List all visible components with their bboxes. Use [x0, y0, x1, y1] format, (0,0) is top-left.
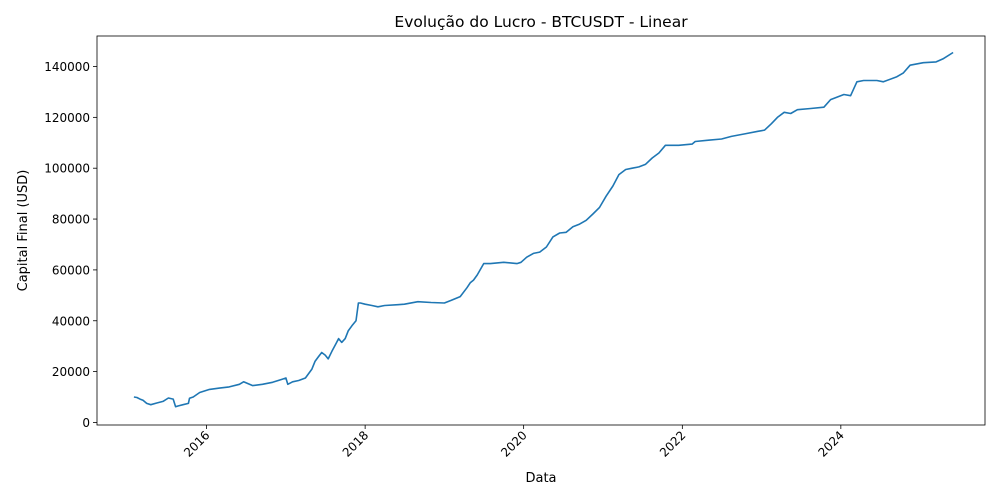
x-tick-label: 2018 [340, 428, 371, 459]
x-axis-label: Data [525, 471, 556, 486]
y-axis-label: Capital Final (USD) [16, 170, 31, 292]
x-tick-label: 2016 [181, 428, 212, 459]
series-layer [133, 51, 954, 408]
y-tick-label: 60000 [52, 263, 90, 277]
x-axis-ticks: 2016 2018 2020 2022 2024 [181, 425, 847, 460]
y-tick-label: 100000 [44, 162, 90, 176]
chart-title: Evolução do Lucro - BTCUSDT - Linear [394, 13, 688, 31]
plot-frame [96, 35, 986, 426]
y-tick-label: 80000 [52, 213, 90, 227]
y-tick-label: 40000 [52, 314, 90, 328]
y-tick-label: 120000 [44, 111, 90, 125]
y-axis-ticks: 0 20000 40000 60000 80000 100000 120000 140000 [44, 60, 97, 430]
x-tick-label: 2022 [657, 428, 688, 459]
y-tick-label: 20000 [52, 365, 90, 379]
series-line [133, 51, 954, 408]
plot-background [97, 36, 985, 425]
y-tick-label: 140000 [44, 60, 90, 74]
x-tick-label: 2024 [815, 428, 846, 459]
x-tick-label: 2020 [498, 428, 529, 459]
y-tick-label: 0 [82, 416, 90, 430]
